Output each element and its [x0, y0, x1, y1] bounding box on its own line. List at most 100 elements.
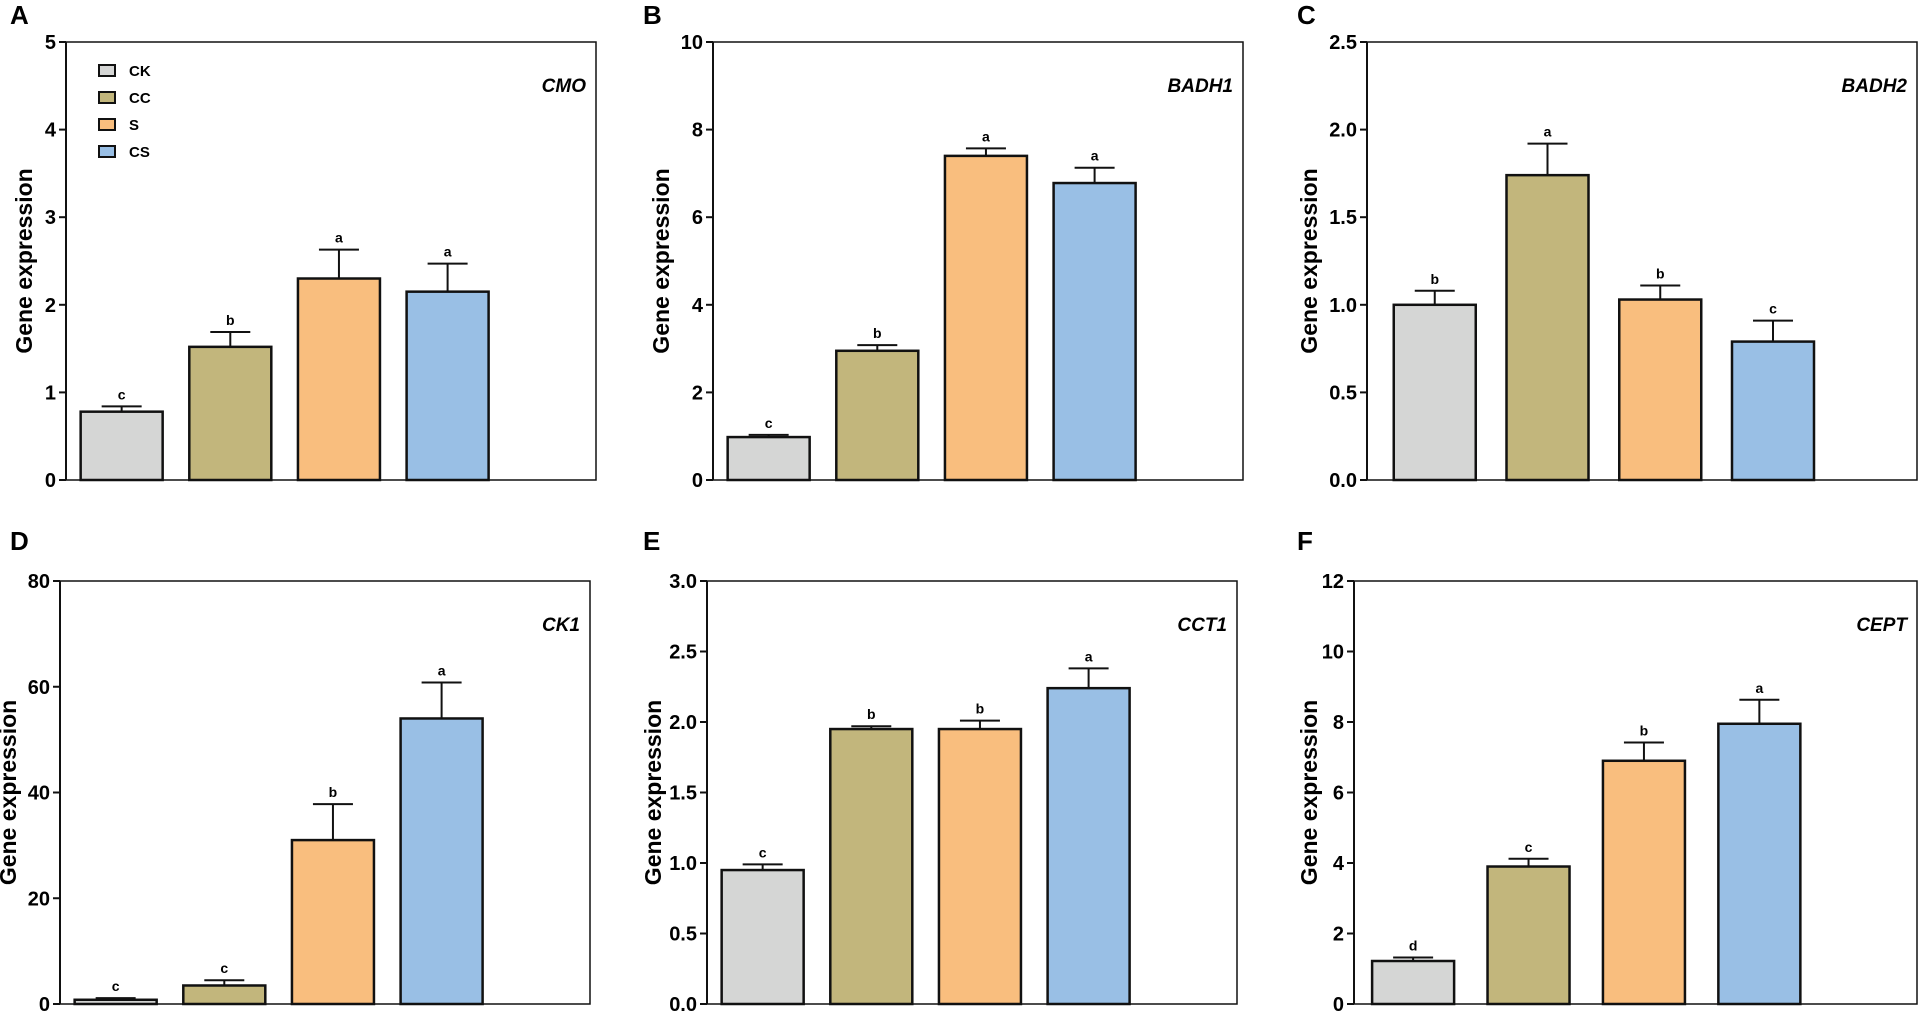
significance-label: a	[1091, 148, 1099, 164]
y-axis-title: Gene expression	[11, 168, 37, 353]
y-tick-label: 2.0	[1329, 120, 1357, 142]
bar-cs	[1717, 722, 1802, 1006]
y-tick-label: 2	[45, 295, 56, 317]
y-tick-label: 20	[28, 888, 50, 910]
y-tick-label: 1.0	[1329, 295, 1357, 317]
bar-cc	[182, 984, 267, 1006]
bar-s	[1601, 759, 1687, 1006]
significance-label: b	[873, 325, 882, 341]
bar-ck	[720, 868, 805, 1006]
bar-cs	[1730, 340, 1816, 482]
panel-f: F 0 2 4 6 8 10 12 Gene expression CEPT d c b a	[1296, 526, 1918, 1012]
y-tick-label: 2	[1333, 924, 1344, 946]
bar-cc	[1505, 173, 1590, 482]
legend-label: S	[129, 117, 139, 134]
y-tick-label: 12	[1322, 571, 1344, 593]
bar-s	[943, 154, 1029, 482]
significance-label: b	[867, 706, 876, 722]
significance-label: a	[1085, 648, 1093, 664]
panel-letter: D	[10, 526, 29, 556]
legend-label: CS	[129, 144, 150, 161]
y-tick-label: 4	[1333, 853, 1345, 875]
significance-label: b	[1656, 266, 1665, 282]
y-tick-label: 3.0	[669, 571, 697, 593]
significance-label: a	[1755, 680, 1763, 696]
y-axis-title: Gene expression	[1296, 700, 1322, 885]
significance-label: b	[226, 312, 235, 328]
panel-e: E 0.0 0.5 1.0 1.5 2.0 2.5 3.0 Gene expression CCT…	[640, 526, 1238, 1012]
significance-label: c	[1769, 301, 1777, 317]
y-axis-title: Gene expression	[1296, 168, 1322, 353]
y-tick-label: 3	[45, 207, 56, 229]
bar-cs	[1052, 181, 1137, 482]
panel-b: B 0 2 4 6 8 10 Gene expression BADH1 c b a a	[643, 0, 1244, 492]
y-axis-title: Gene expression	[640, 700, 666, 885]
significance-label: a	[444, 244, 452, 260]
y-tick-label: 6	[1333, 783, 1344, 805]
y-tick-label: 2	[692, 382, 703, 404]
legend-label: CK	[129, 63, 151, 80]
y-tick-label: 2.5	[669, 642, 697, 664]
y-tick-label: 5	[45, 32, 56, 54]
significance-label: b	[329, 784, 338, 800]
panel-letter: B	[643, 0, 662, 30]
y-axis-title: Gene expression	[0, 700, 21, 885]
legend: CK CC S CS	[98, 63, 151, 161]
gene-label: BADH2	[1842, 76, 1908, 97]
y-tick-label: 2.0	[669, 712, 697, 734]
panel-d: D 0 20 40 60 80 Gene expression CK1 c c b a	[0, 526, 591, 1012]
bar-s	[1618, 298, 1703, 482]
panel-letter: F	[1297, 526, 1313, 556]
gene-label: BADH1	[1168, 76, 1233, 97]
bar-ck	[1392, 303, 1477, 482]
bar-ck	[73, 998, 158, 1006]
gene-label: CK1	[542, 615, 580, 636]
gene-label: CEPT	[1856, 615, 1908, 636]
y-tick-label: 6	[692, 207, 703, 229]
y-tick-label: 0.5	[1329, 382, 1357, 404]
bar-cs	[405, 290, 490, 482]
y-tick-label: 8	[692, 120, 703, 142]
y-axis-title: Gene expression	[648, 168, 674, 353]
y-tick-label: 1	[45, 382, 56, 404]
significance-label: c	[118, 386, 126, 402]
significance-label: a	[438, 663, 446, 679]
panel-a: A 0 1 2 3 4 5 Gene expression CMO c b a a	[10, 0, 597, 492]
significance-label: d	[1409, 937, 1418, 953]
y-tick-label: 1.0	[669, 853, 697, 875]
legend-swatch-cc	[98, 91, 116, 104]
bar-cc	[1486, 865, 1571, 1006]
y-tick-label: 0	[39, 994, 50, 1012]
bar-ck	[79, 410, 164, 482]
y-tick-label: 40	[28, 783, 50, 805]
significance-label: b	[976, 701, 985, 717]
significance-label: c	[1525, 839, 1533, 855]
y-tick-label: 0.0	[1329, 470, 1357, 492]
bar-cs	[399, 717, 484, 1006]
significance-label: a	[335, 230, 343, 246]
y-tick-label: 0	[45, 470, 56, 492]
y-tick-label: 10	[681, 32, 703, 54]
y-tick-label: 0.5	[669, 924, 697, 946]
y-tick-label: 80	[28, 571, 50, 593]
y-tick-label: 1.5	[1329, 207, 1357, 229]
y-tick-label: 4	[692, 295, 704, 317]
significance-label: c	[759, 844, 767, 860]
bar-s	[937, 727, 1023, 1006]
legend-swatch-ck	[98, 64, 116, 77]
y-tick-label: 4	[45, 120, 57, 142]
panel-letter: C	[1297, 0, 1316, 30]
significance-label: c	[112, 978, 120, 994]
panel-c: C 0.0 0.5 1.0 1.5 2.0 2.5 Gene expression BADH2 b…	[1296, 0, 1918, 492]
bar-s	[296, 277, 382, 482]
significance-label: a	[982, 128, 990, 144]
y-tick-label: 0	[692, 470, 703, 492]
y-tick-label: 1.5	[669, 783, 697, 805]
panel-letter: E	[643, 526, 660, 556]
significance-label: c	[220, 960, 228, 976]
legend-label: CC	[129, 90, 151, 107]
panel-letter: A	[10, 0, 29, 30]
y-tick-label: 0.0	[669, 994, 697, 1012]
bar-cs	[1046, 686, 1131, 1006]
